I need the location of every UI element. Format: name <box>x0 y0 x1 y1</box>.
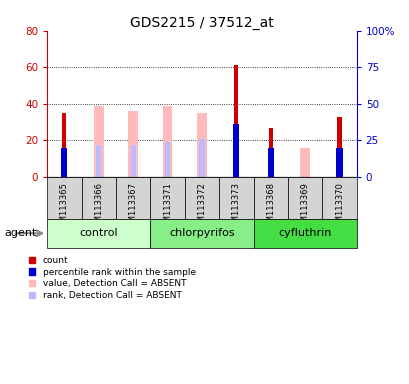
Bar <box>94 106 103 177</box>
Bar <box>253 177 287 219</box>
Text: chlorpyrifos: chlorpyrifos <box>169 228 234 238</box>
Bar <box>162 106 172 177</box>
Bar <box>233 124 239 177</box>
Bar <box>164 142 170 177</box>
Text: GSM113369: GSM113369 <box>300 182 309 233</box>
Bar <box>150 219 253 248</box>
Text: GSM113366: GSM113366 <box>94 182 103 233</box>
Bar <box>47 219 150 248</box>
Text: GSM113368: GSM113368 <box>265 182 274 233</box>
Text: GSM113371: GSM113371 <box>163 182 172 233</box>
Bar <box>299 148 309 177</box>
Bar <box>253 219 356 248</box>
Text: GSM113370: GSM113370 <box>334 182 343 233</box>
Bar <box>337 117 341 177</box>
Bar <box>267 148 273 177</box>
Bar <box>218 177 253 219</box>
Bar <box>336 148 342 177</box>
Text: cyfluthrin: cyfluthrin <box>278 228 331 238</box>
Bar <box>130 145 135 177</box>
Bar <box>47 177 81 219</box>
Bar <box>96 145 101 177</box>
Bar <box>287 177 321 219</box>
Bar <box>150 177 184 219</box>
Bar <box>62 113 66 177</box>
Text: GSM113367: GSM113367 <box>128 182 137 233</box>
Bar <box>128 111 137 177</box>
Bar <box>81 177 116 219</box>
Text: agent: agent <box>4 228 36 238</box>
Bar <box>234 66 238 177</box>
Bar <box>184 177 218 219</box>
Bar <box>321 177 356 219</box>
Legend: count, percentile rank within the sample, value, Detection Call = ABSENT, rank, : count, percentile rank within the sample… <box>29 256 196 300</box>
Bar <box>197 113 206 177</box>
Text: GSM113372: GSM113372 <box>197 182 206 233</box>
Bar <box>116 177 150 219</box>
Text: GSM113365: GSM113365 <box>60 182 69 233</box>
Text: GSM113373: GSM113373 <box>231 182 240 233</box>
Title: GDS2215 / 37512_at: GDS2215 / 37512_at <box>130 16 273 30</box>
Bar <box>268 127 272 177</box>
Text: control: control <box>79 228 118 238</box>
Bar <box>199 139 204 177</box>
Bar <box>61 148 67 177</box>
